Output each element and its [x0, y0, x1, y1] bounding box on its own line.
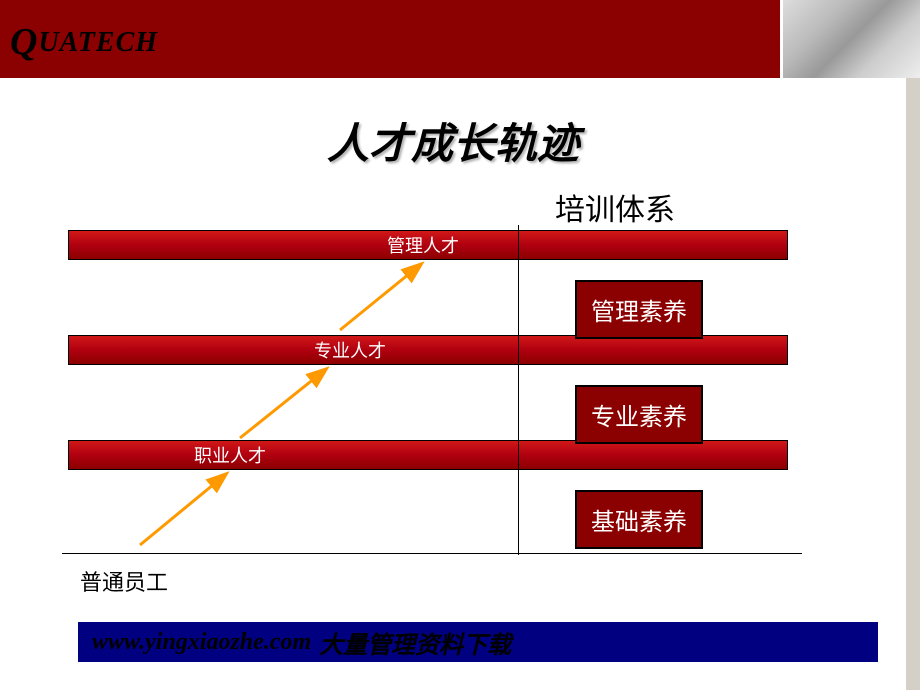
- vertical-divider: [518, 225, 519, 555]
- level-bar-label: 管理人才: [387, 232, 459, 258]
- header-image-placeholder: [783, 0, 920, 78]
- footer-text: 大量管理资料下载: [319, 625, 511, 660]
- base-level-label: 普通员工: [80, 565, 168, 597]
- logo-rest: UATECH: [38, 27, 158, 58]
- page-title: 人才成长轨迹: [0, 110, 906, 171]
- header: QUATECH: [0, 0, 920, 78]
- level-bar-management: 管理人才: [68, 230, 788, 260]
- horizontal-baseline: [62, 553, 802, 554]
- logo: QUATECH: [10, 17, 158, 61]
- footer: www.yingxiaozhe.com 大量管理资料下载: [78, 622, 878, 662]
- training-box-management: 管理素养: [575, 280, 703, 339]
- level-bar-career: 职业人才: [68, 440, 788, 470]
- training-box-basic: 基础素养: [575, 490, 703, 549]
- right-sidebar: [906, 78, 920, 690]
- arrow-1: [140, 475, 225, 545]
- level-bar-professional: 专业人才: [68, 335, 788, 365]
- header-left: QUATECH: [0, 0, 780, 78]
- footer-url: www.yingxiaozhe.com: [92, 629, 311, 656]
- level-bar-label: 职业人才: [194, 442, 266, 468]
- arrow-2: [240, 370, 325, 438]
- header-image: [780, 0, 920, 78]
- level-bar-label: 专业人才: [314, 337, 386, 363]
- subtitle: 培训体系: [555, 185, 675, 229]
- training-box-professional: 专业素养: [575, 385, 703, 444]
- arrow-3: [340, 265, 420, 330]
